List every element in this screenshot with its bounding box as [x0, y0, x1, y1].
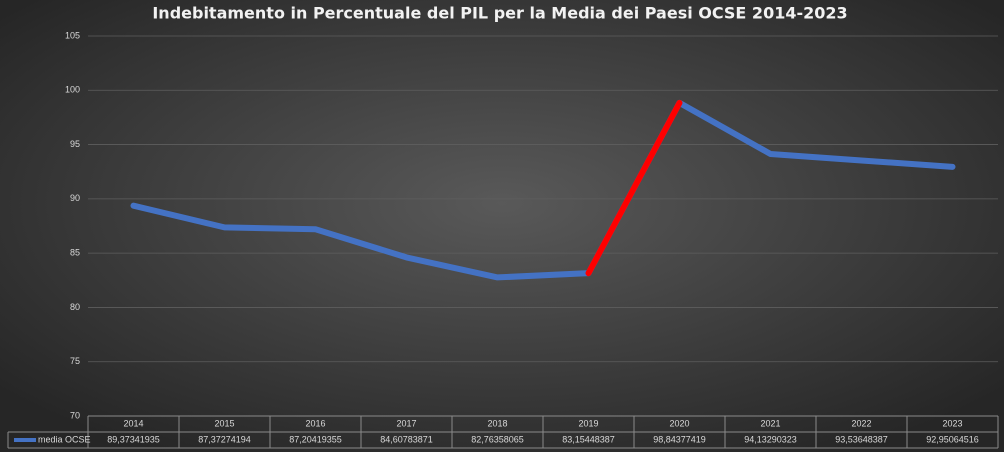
y-tick-label: 85 [70, 248, 80, 258]
y-tick-label: 90 [70, 193, 80, 203]
x-tick-label: 2019 [578, 418, 598, 428]
chart-title: Indebitamento in Percentuale del PIL per… [152, 4, 847, 23]
x-tick-label: 2014 [123, 418, 143, 428]
table-value: 93,53648387 [835, 434, 888, 444]
table-value: 94,13290323 [744, 434, 797, 444]
legend-label: media OCSE [38, 434, 91, 444]
y-tick-label: 75 [70, 356, 80, 366]
y-tick-label: 80 [70, 302, 80, 312]
x-tick-label: 2018 [487, 418, 507, 428]
table-value: 87,37274194 [198, 434, 251, 444]
table-value: 84,60783871 [380, 434, 433, 444]
table-value: 98,84377419 [653, 434, 706, 444]
x-tick-label: 2016 [305, 418, 325, 428]
x-tick-label: 2020 [669, 418, 689, 428]
y-tick-label: 70 [70, 410, 80, 420]
table-value: 92,95064516 [926, 434, 979, 444]
table-value: 82,76358065 [471, 434, 524, 444]
x-tick-label: 2023 [942, 418, 962, 428]
table-value: 87,20419355 [289, 434, 342, 444]
table-value: 83,15448387 [562, 434, 615, 444]
y-tick-label: 95 [70, 139, 80, 149]
x-tick-label: 2015 [214, 418, 234, 428]
x-tick-label: 2021 [760, 418, 780, 428]
highlight-segment [585, 99, 683, 277]
table-value: 89,37341935 [107, 434, 160, 444]
data-line [130, 99, 956, 281]
x-tick-label: 2017 [396, 418, 416, 428]
y-tick-label: 100 [65, 85, 80, 95]
x-tick-label: 2022 [851, 418, 871, 428]
y-tick-label: 105 [65, 30, 80, 40]
